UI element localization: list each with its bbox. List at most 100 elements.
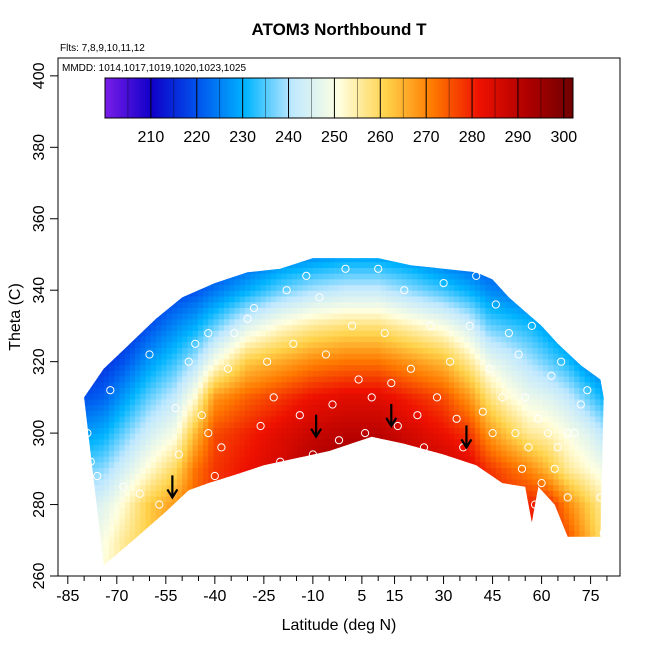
field-cell [182,478,188,486]
field-cell [349,335,356,343]
field-cell [218,541,225,549]
field-cell [93,461,100,468]
field-cell [401,421,408,428]
field-cell [469,530,476,537]
field-cell [480,501,486,509]
field-cell [203,335,209,343]
field-cell [459,278,466,286]
field-cell [135,467,141,474]
field-cell [108,258,115,263]
field-cell [93,353,100,360]
field-cell [78,542,84,548]
field-cell [140,330,147,337]
field-cell [223,444,230,451]
field-cell [182,370,188,377]
field-cell [291,290,298,297]
field-cell [376,244,382,250]
field-cell [406,438,413,446]
field-cell [140,244,146,250]
field-cell [365,518,371,526]
field-cell [328,387,335,394]
field-cell [218,547,225,554]
field-cell [485,267,492,274]
field-cell [114,364,121,371]
field-cell [145,404,152,411]
field-cell [412,427,419,434]
field-cell [328,444,335,451]
field-cell [495,507,502,514]
field-cell [124,547,131,554]
field-cell [328,421,335,428]
field-cell [213,398,220,406]
field-cell [307,267,314,274]
field-cell [417,421,424,428]
field-cell [265,478,272,486]
field-cell [318,478,324,486]
field-cell [521,267,528,274]
field-cell [433,318,439,326]
field-cell [150,490,157,497]
field-cell [344,490,351,497]
field-cell [354,284,361,291]
field-cell [406,450,413,457]
field-cell [229,427,236,434]
field-cell [187,501,194,509]
field-cell [339,564,345,566]
field-cell [318,295,324,303]
field-cell [234,341,241,348]
field-cell [145,398,152,406]
field-cell [501,461,507,468]
field-cell [297,324,304,331]
field-cell [166,501,173,509]
field-cell [276,301,283,308]
field-cell [88,513,94,520]
field-cell [145,433,152,440]
field-cell [297,467,304,474]
field-cell [406,267,413,274]
field-cell [417,375,424,383]
field-cell [516,335,523,343]
field-cell [490,398,497,406]
field-cell [150,313,157,320]
field-cell [161,324,168,331]
field-cell [422,261,429,268]
field-cell [344,501,351,509]
field-cell [501,290,507,297]
field-cell [108,495,115,503]
field-cell [98,324,105,331]
field-cell [119,284,126,291]
field-cell [146,250,152,256]
field-cell [276,335,283,343]
field-cell [365,461,371,468]
field-cell [103,307,110,314]
field-cell [380,455,387,463]
field-cell [145,450,152,457]
field-cell [422,278,429,286]
field-cell [406,421,413,428]
field-cell [255,484,262,491]
field-cell [119,290,126,297]
field-cell [359,415,366,423]
field-cell [218,267,225,274]
field-cell [150,513,157,520]
field-cell [459,518,466,526]
field-cell [380,478,387,486]
field-cell [84,530,89,537]
field-cell [328,295,335,303]
field-cell [156,467,162,474]
field-cell [103,273,110,280]
field-cell [182,330,188,337]
field-cell [469,553,476,560]
field-cell [108,507,115,514]
field-cell [218,473,225,480]
field-cell [182,258,188,263]
field-cell [218,404,225,411]
field-cell [234,364,241,371]
field-cell [291,530,298,537]
field-cell [396,547,403,554]
field-cell [93,564,100,566]
field-cell [454,267,460,274]
field-cell [244,507,251,514]
field-cell [218,273,225,280]
field-cell [443,324,450,331]
